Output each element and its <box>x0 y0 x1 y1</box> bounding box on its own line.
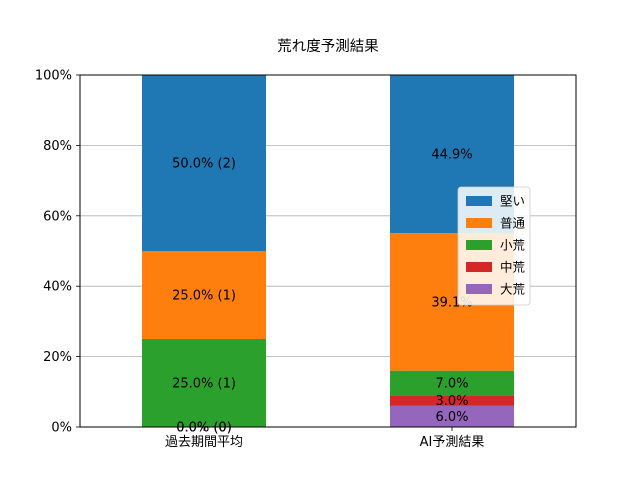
chart-title: 荒れ度予測結果 <box>277 38 379 55</box>
legend-frame <box>457 186 531 306</box>
bar-segment <box>390 395 514 406</box>
bar-segment-label: 7.0% <box>435 377 468 392</box>
axis-layer: 0% 20% 40% 60% 80% 100% 過去期間平均 AI予測結果 <box>35 69 485 451</box>
legend-swatch <box>466 262 492 272</box>
legend-label: 小荒 <box>500 238 525 253</box>
legend-swatch <box>466 196 492 206</box>
legend-label: 普通 <box>500 216 526 231</box>
bar-segment <box>390 370 514 396</box>
bar-segment-label: 44.9% <box>431 148 472 163</box>
legend-label: 大荒 <box>500 282 525 297</box>
x-tick-label: AI予測結果 <box>420 435 485 450</box>
legend-swatch <box>466 284 492 294</box>
y-tick-label: 60% <box>43 209 72 224</box>
bar-segment-label: 3.0% <box>435 394 468 409</box>
y-tick-label: 0% <box>51 421 72 436</box>
bar-segment <box>390 405 514 427</box>
legend-label: 中荒 <box>500 260 525 275</box>
x-tick-label: 過去期間平均 <box>165 435 243 450</box>
legend-label: 堅い <box>500 194 525 209</box>
bar-segment <box>142 339 266 427</box>
bar-segment-label: 50.0% (2) <box>172 157 236 172</box>
bar-segment-label: 25.0% (1) <box>172 289 236 304</box>
legend-swatch <box>466 218 492 228</box>
y-tick-label: 80% <box>43 139 72 154</box>
y-tick-label: 100% <box>35 69 72 84</box>
bar-segment <box>142 75 266 251</box>
bar-segment-label: 6.0% <box>435 410 468 425</box>
bar-segment-label: 25.0% (1) <box>172 377 236 392</box>
bar-segment <box>142 251 266 339</box>
y-tick-label: 20% <box>43 350 72 365</box>
plot-frame <box>79 74 577 428</box>
bars-layer <box>142 75 514 427</box>
y-tick-label: 40% <box>43 280 72 295</box>
legend-swatch <box>466 240 492 250</box>
